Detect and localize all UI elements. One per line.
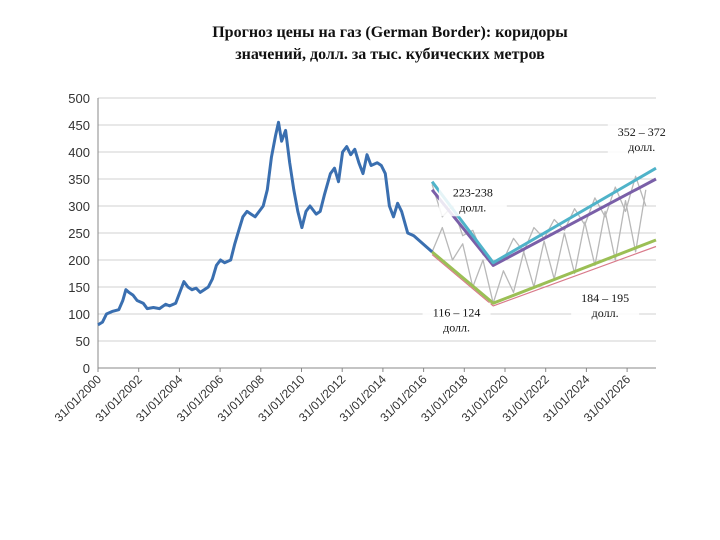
annotation-unit-0: долл. [628,140,655,154]
series-history-line [97,120,434,327]
annotation-range-3: 116 – 124 [433,306,481,320]
annotation-bg-0 [607,121,676,156]
y-tick-label-10: 500 [68,91,90,106]
series-lower-thin-line [431,245,657,307]
annotation-bg-3 [422,302,491,337]
y-tick-label-0: 0 [83,361,90,376]
series-wave-lower-line [431,189,647,304]
chart-title: Прогноз цены на газ (German Border): кор… [130,22,650,66]
series-lower-line [431,238,657,305]
annotation-range-2: 184 – 195 [581,291,629,305]
annotation-unit-1: долл. [459,200,486,214]
y-tick-label-9: 450 [68,118,90,133]
y-tick-label-5: 250 [68,226,90,241]
y-tick-label-3: 150 [68,280,90,295]
annotation-bg-2 [571,288,640,323]
annotation-bg-1 [438,182,507,217]
annotation-unit-3: долл. [443,321,470,335]
y-tick-label-1: 50 [76,334,90,349]
y-tick-label-7: 350 [68,172,90,187]
chart-title-line-1: Прогноз цены на газ (German Border): кор… [212,24,568,41]
chart-title-line-2: значений, долл. за тыс. кубических метро… [235,46,545,63]
annotation-range-1: 223-238 [453,185,493,199]
y-tick-label-4: 200 [68,253,90,268]
y-tick-label-2: 100 [68,307,90,322]
annotation-unit-2: долл. [592,306,619,320]
y-tick-label-8: 400 [68,145,90,160]
annotation-range-0: 352 – 372 [618,125,666,139]
y-tick-label-6: 300 [68,199,90,214]
